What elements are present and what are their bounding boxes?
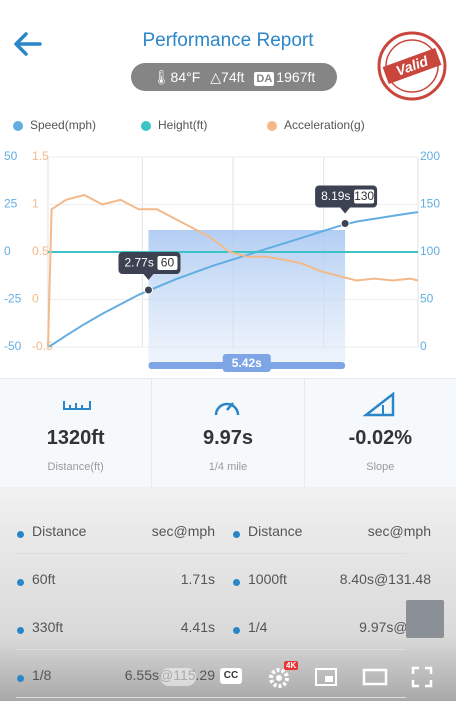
- stat-value: 9.97s: [202, 427, 254, 449]
- bullet: [17, 531, 24, 538]
- settings-button[interactable]: [268, 665, 292, 689]
- slope-icon: [362, 391, 394, 417]
- conditions: 🌡84°F △74ft DA 1967ft: [131, 63, 337, 91]
- tick-label: 1.5: [32, 149, 49, 163]
- valid-stamp: Valid: [377, 31, 447, 101]
- bullet: [17, 579, 24, 586]
- separator: [16, 697, 406, 698]
- cell: Distance: [248, 523, 303, 539]
- cell: 4.41s: [180, 619, 215, 635]
- back-button[interactable]: [12, 30, 44, 58]
- tick-label: -50: [4, 339, 22, 353]
- da-badge: DA: [254, 72, 275, 86]
- tick-label: 200: [420, 149, 440, 163]
- thumbnail: [406, 600, 444, 638]
- table-row: 330ft 4.41s 1/4 9.97s@142: [0, 619, 456, 649]
- legend-label: Height(ft): [158, 118, 207, 132]
- stat-slope: -0.02% Slope: [305, 379, 456, 487]
- separator: [16, 601, 406, 602]
- selection-label-bg: [222, 354, 271, 372]
- selection-label: 5.42s: [232, 356, 262, 370]
- annotation-value-bg: [354, 189, 375, 204]
- stat-value: 1320ft: [46, 427, 105, 449]
- tick-label: 1: [32, 197, 39, 211]
- series-line: [47, 193, 419, 348]
- stat-label: Distance(ft): [47, 461, 104, 473]
- video-controls: CC 4K: [0, 600, 456, 701]
- legend-marker: [13, 121, 23, 131]
- tick-label: 50: [4, 149, 18, 163]
- separator: [16, 553, 406, 554]
- stats: 1320ft Distance(ft) 9.97s 1/4 mile -0.02…: [0, 378, 456, 488]
- tick-label: 100: [420, 244, 440, 258]
- bullet: [233, 531, 240, 538]
- separator: [16, 649, 406, 650]
- pause-toggle[interactable]: [160, 668, 196, 686]
- table-row: 60ft 1.71s 1000ft 8.40s@131.48: [0, 571, 456, 601]
- quality-badge: 4K: [284, 661, 299, 670]
- table-header: Distance sec@mph Distance sec@mph: [0, 523, 456, 553]
- bullet: [17, 675, 24, 682]
- tick-label: 0: [420, 339, 427, 353]
- tick-label: -25: [4, 292, 22, 306]
- density-altitude: DA 1967ft: [254, 69, 316, 86]
- legend-label: Acceleration(g): [284, 118, 365, 132]
- theater-button[interactable]: [362, 667, 388, 687]
- tick-label: 0.5: [32, 244, 49, 258]
- stat-distance: 1320ft Distance(ft): [0, 379, 153, 487]
- annotation-pointer: [340, 207, 351, 214]
- cell: 8.40s@131.48: [339, 571, 431, 587]
- tick-label: 50: [420, 292, 434, 306]
- annotation-value: 130: [354, 189, 374, 203]
- annotation-value: 60: [161, 256, 175, 270]
- ruler-icon: [63, 401, 91, 410]
- annotation-time: 2.77s: [124, 256, 153, 270]
- annotation-time: 8.19s: [321, 189, 350, 203]
- bullet: [233, 579, 240, 586]
- elevation-value: 74ft: [221, 68, 245, 85]
- legend-marker: [267, 121, 277, 131]
- cell: 1000ft: [248, 571, 287, 587]
- cell: Distance: [32, 523, 87, 539]
- legend-label: Speed(mph): [30, 118, 96, 132]
- cell: 330ft: [32, 619, 64, 635]
- miniplayer-button[interactable]: [314, 667, 338, 687]
- stat-value: -0.02%: [348, 427, 412, 449]
- tick-label: 0: [4, 244, 11, 258]
- cell: sec@mph: [367, 523, 431, 539]
- tick-label: 150: [420, 197, 440, 211]
- annotation-value-bg: [157, 256, 178, 270]
- legend-marker: [141, 121, 151, 131]
- elevation: △74ft: [210, 68, 245, 85]
- tick-label: 0: [32, 292, 39, 306]
- temperature: 🌡84°F: [152, 68, 201, 85]
- gauge-icon: [215, 402, 240, 416]
- stat-label: Slope: [366, 461, 395, 473]
- temperature-value: 84°F: [170, 68, 201, 85]
- series-line: [47, 211, 419, 348]
- fullscreen-button[interactable]: [410, 665, 434, 689]
- cc-button[interactable]: CC: [220, 668, 242, 684]
- stat-label: 1/4 mile: [208, 461, 248, 473]
- bullet: [17, 627, 24, 634]
- page-title: Performance Report: [142, 30, 314, 51]
- cell: 1/8: [32, 667, 52, 683]
- da-value: 1967ft: [276, 69, 316, 85]
- cell: 60ft: [32, 571, 56, 587]
- annotation-pointer: [143, 274, 154, 280]
- selection: [148, 230, 346, 362]
- tick-label: 25: [4, 197, 18, 211]
- annotation-point: [340, 219, 350, 228]
- annotation-point: [143, 285, 153, 295]
- chart: Speed(mph) Height(ft) Acceleration(g) -50 -2…: [4, 118, 440, 372]
- cell: 1/4: [248, 619, 268, 635]
- cell: 1.71s: [180, 571, 215, 587]
- cell: sec@mph: [151, 523, 215, 539]
- bullet: [233, 627, 240, 634]
- stat-time: 9.97s 1/4 mile: [152, 379, 305, 487]
